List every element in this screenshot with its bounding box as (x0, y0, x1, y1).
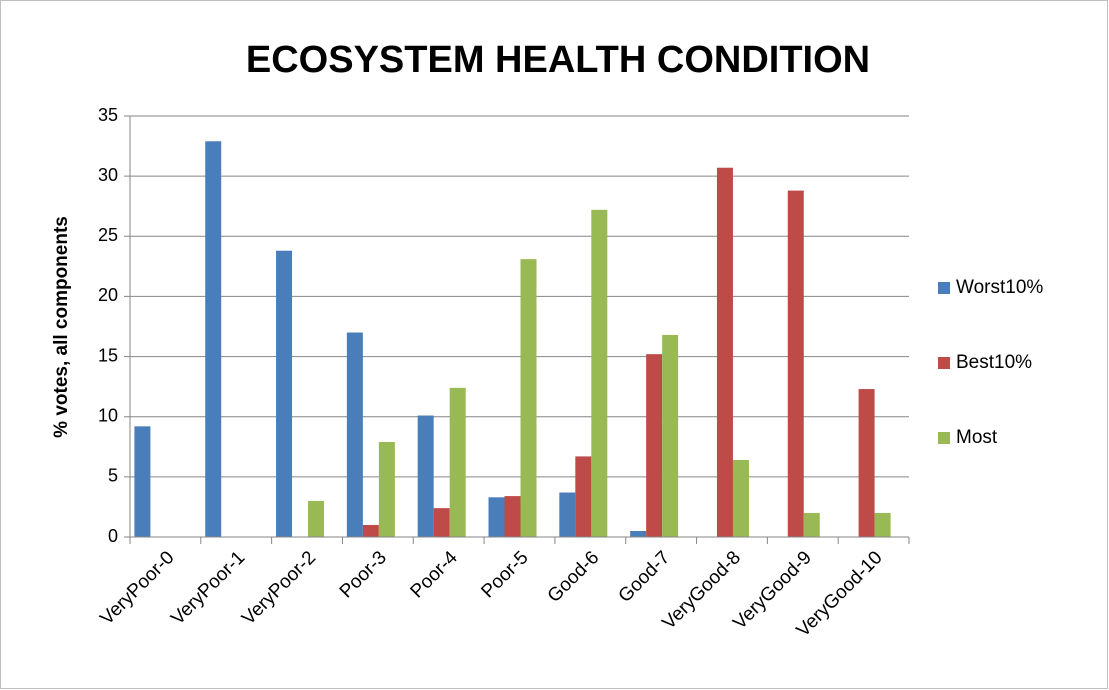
bar (630, 530, 647, 537)
bar (520, 259, 537, 537)
bar (449, 387, 466, 537)
legend-label: Most (956, 427, 998, 448)
bar (716, 167, 733, 538)
bar (874, 512, 891, 537)
y-tick-label: 15 (98, 345, 118, 365)
bar (308, 500, 325, 537)
legend-swatch (938, 282, 950, 294)
legend-swatch (938, 432, 950, 444)
bar (205, 141, 222, 537)
bar (559, 492, 576, 537)
bar (417, 415, 434, 537)
legend-label: Best10% (956, 352, 1032, 373)
bar (134, 426, 151, 537)
bar (504, 496, 521, 537)
bar (646, 354, 663, 537)
bar (787, 190, 804, 537)
bar (591, 209, 608, 537)
y-axis-label: % votes, all components (51, 216, 72, 438)
bar (488, 497, 505, 537)
bar (575, 456, 592, 537)
bar (803, 512, 820, 537)
bar (433, 508, 450, 537)
y-tick-label: 35 (98, 105, 118, 125)
chart-title: ECOSYSTEM HEALTH CONDITION (246, 39, 870, 81)
bar (662, 334, 679, 537)
bar (362, 524, 379, 537)
bar (732, 460, 749, 537)
legend-swatch (938, 357, 950, 369)
y-tick-label: 10 (98, 405, 118, 425)
legend-label: Worst10% (956, 277, 1043, 298)
bar (858, 389, 875, 537)
y-tick-label: 0 (108, 526, 118, 546)
bar (276, 250, 293, 537)
bar (378, 441, 395, 537)
y-tick-label: 20 (98, 285, 118, 305)
y-tick-label: 5 (108, 466, 118, 486)
bar (346, 332, 363, 537)
y-tick-label: 25 (98, 225, 118, 245)
y-tick-label: 30 (98, 165, 118, 185)
